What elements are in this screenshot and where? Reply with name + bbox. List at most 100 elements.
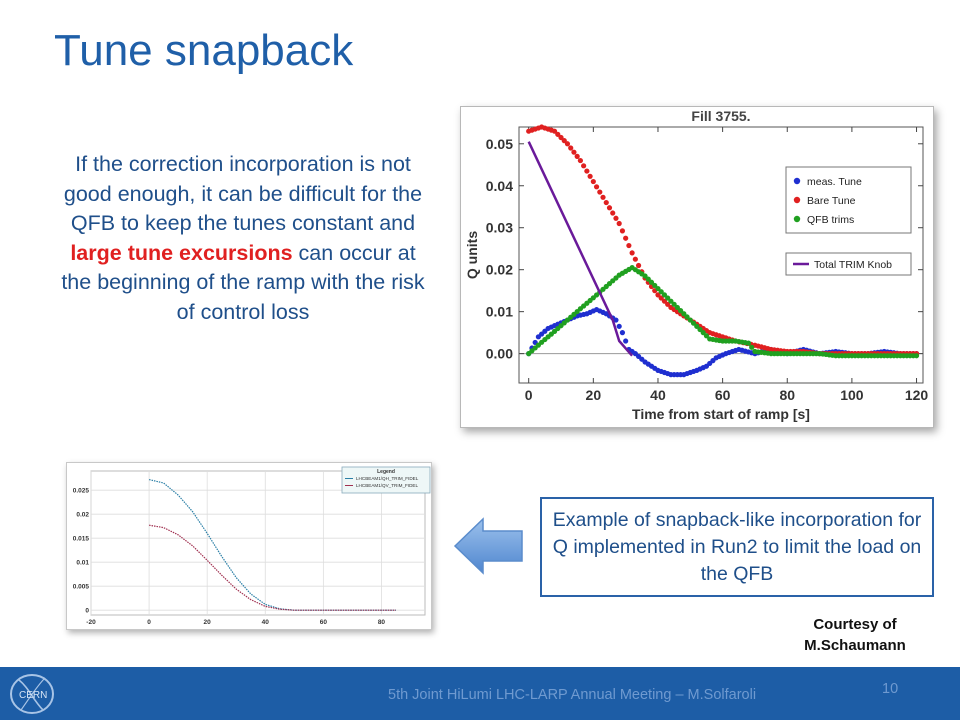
cern-logo-icon: CERN (10, 674, 54, 714)
data-point (587, 173, 593, 179)
y-tick-label: 0.01 (76, 560, 89, 567)
data-point (564, 141, 571, 147)
data-point (648, 279, 655, 285)
legend-box (785, 252, 912, 276)
page-number: 10 (882, 681, 899, 697)
body-text-highlight: large tune excursions (70, 240, 293, 265)
data-point (603, 199, 609, 206)
legend-box (785, 166, 912, 234)
data-point (652, 282, 658, 289)
x-tick-label: 100 (840, 387, 864, 403)
body-text-part2: can occur at the beginning of the ramp w… (61, 240, 425, 324)
data-point (681, 311, 687, 317)
left-arrow-icon (453, 517, 523, 575)
legend-label: Bare Tune (807, 195, 856, 207)
data-point (749, 344, 755, 350)
footer-bar: CERN 5th Joint HiLumi LHC-LARP Annual Me… (0, 667, 960, 720)
legend-label: LHCBEAM1/QV_TRIM_FIDEL (356, 483, 418, 488)
y-tick-label: 0.025 (73, 488, 90, 495)
legend-swatch (793, 196, 801, 204)
data-point (597, 189, 603, 195)
legend-label: Total TRIM Knob (814, 259, 892, 271)
x-tick-label: 60 (715, 387, 731, 403)
courtesy-note: Courtesy of M.Schaumann (804, 616, 906, 654)
data-point (665, 301, 671, 307)
x-axis-label: Time from start of ramp [s] (632, 406, 810, 422)
data-point (613, 215, 619, 221)
data-point (619, 330, 626, 336)
x-tick-label: 60 (320, 619, 328, 626)
chart-legend: meas. Tune Bare Tune QFB trims (785, 166, 912, 234)
example-text: Example of snapback-like incorporation f… (552, 508, 922, 585)
data-point (690, 320, 697, 326)
legend-label: LHCBEAM1/QH_TRIM_FIDEL (356, 476, 419, 481)
data-point (619, 228, 626, 234)
data-point (655, 285, 661, 292)
series-line (527, 141, 634, 357)
x-tick-label: 0 (525, 387, 533, 403)
data-point (658, 289, 664, 295)
legend-swatch (793, 177, 801, 185)
data-point (616, 323, 622, 329)
data-point (703, 333, 710, 339)
data-point (642, 273, 648, 279)
x-tick-label: 40 (262, 619, 270, 626)
y-tick-label: 0.005 (73, 584, 90, 591)
y-tick-label: 0.02 (76, 512, 89, 519)
footer-text: 5th Joint HiLumi LHC-LARP Annual Meeting… (388, 687, 757, 703)
legend-label: meas. Tune (807, 176, 862, 188)
data-point (671, 301, 677, 307)
y-tick-label: 0.04 (486, 178, 513, 194)
y-tick-label: 0.01 (486, 304, 513, 320)
example-callout: Example of snapback-like incorporation f… (540, 497, 934, 597)
y-tick-label: 0.02 (486, 262, 513, 278)
chart-legend-line: Total TRIM Knob (785, 252, 912, 276)
data-point (577, 157, 584, 164)
data-point (590, 178, 596, 185)
data-point (558, 134, 564, 141)
body-paragraph: If the correction incorporation is not g… (56, 150, 430, 327)
data-point (684, 314, 690, 320)
data-point (629, 250, 635, 256)
legend-title: Legend (377, 469, 395, 475)
y-axis-label: Q units (464, 231, 480, 279)
data-point (610, 210, 616, 216)
data-point (606, 205, 613, 211)
x-tick-label: 20 (586, 387, 602, 403)
data-point (581, 163, 587, 169)
slide-title: Tune snapback (54, 26, 354, 75)
data-point (574, 153, 580, 159)
tune-chart: Fill 3755. 0 20 40 60 80 100 120 0.00 0.01 0.02 0.0… (460, 106, 934, 428)
y-tick-label: 0.03 (486, 220, 513, 236)
data-point (745, 340, 752, 346)
legend-box (341, 466, 431, 494)
legend-swatch (793, 215, 801, 223)
data-point (694, 323, 700, 329)
data-point (661, 292, 668, 298)
y-tick-label: 0.05 (486, 136, 513, 152)
data-point (632, 256, 638, 262)
data-point (613, 317, 619, 323)
legend-label: QFB trims (807, 214, 854, 226)
tune-chart-svg: Fill 3755. 0 20 40 60 80 100 120 0.00 0.01 0.02 0.0… (464, 108, 928, 422)
data-point (600, 194, 606, 200)
data-point (697, 326, 703, 333)
trim-chart-svg: -20 0 20 40 60 80 0 0.005 0.01 0.015 0.02 0.025 Lege… (73, 466, 431, 626)
data-point (913, 353, 920, 359)
x-tick-label: 20 (204, 619, 212, 626)
x-tick-label: 80 (378, 619, 386, 626)
x-tick-label: 80 (779, 387, 795, 403)
trim-screenshot: -20 0 20 40 60 80 0 0.005 0.01 0.015 0.02 0.025 Lege… (66, 462, 432, 630)
data-point (616, 220, 622, 227)
data-point (661, 298, 668, 304)
data-point (584, 168, 590, 174)
y-tick-label: 0.015 (73, 536, 90, 543)
x-tick-label: 0 (147, 619, 151, 626)
y-tick-label: 0 (85, 608, 89, 615)
data-point (635, 262, 642, 269)
data-point (665, 295, 671, 301)
data-point (645, 276, 651, 282)
data-point (668, 298, 674, 304)
data-point (623, 338, 629, 344)
